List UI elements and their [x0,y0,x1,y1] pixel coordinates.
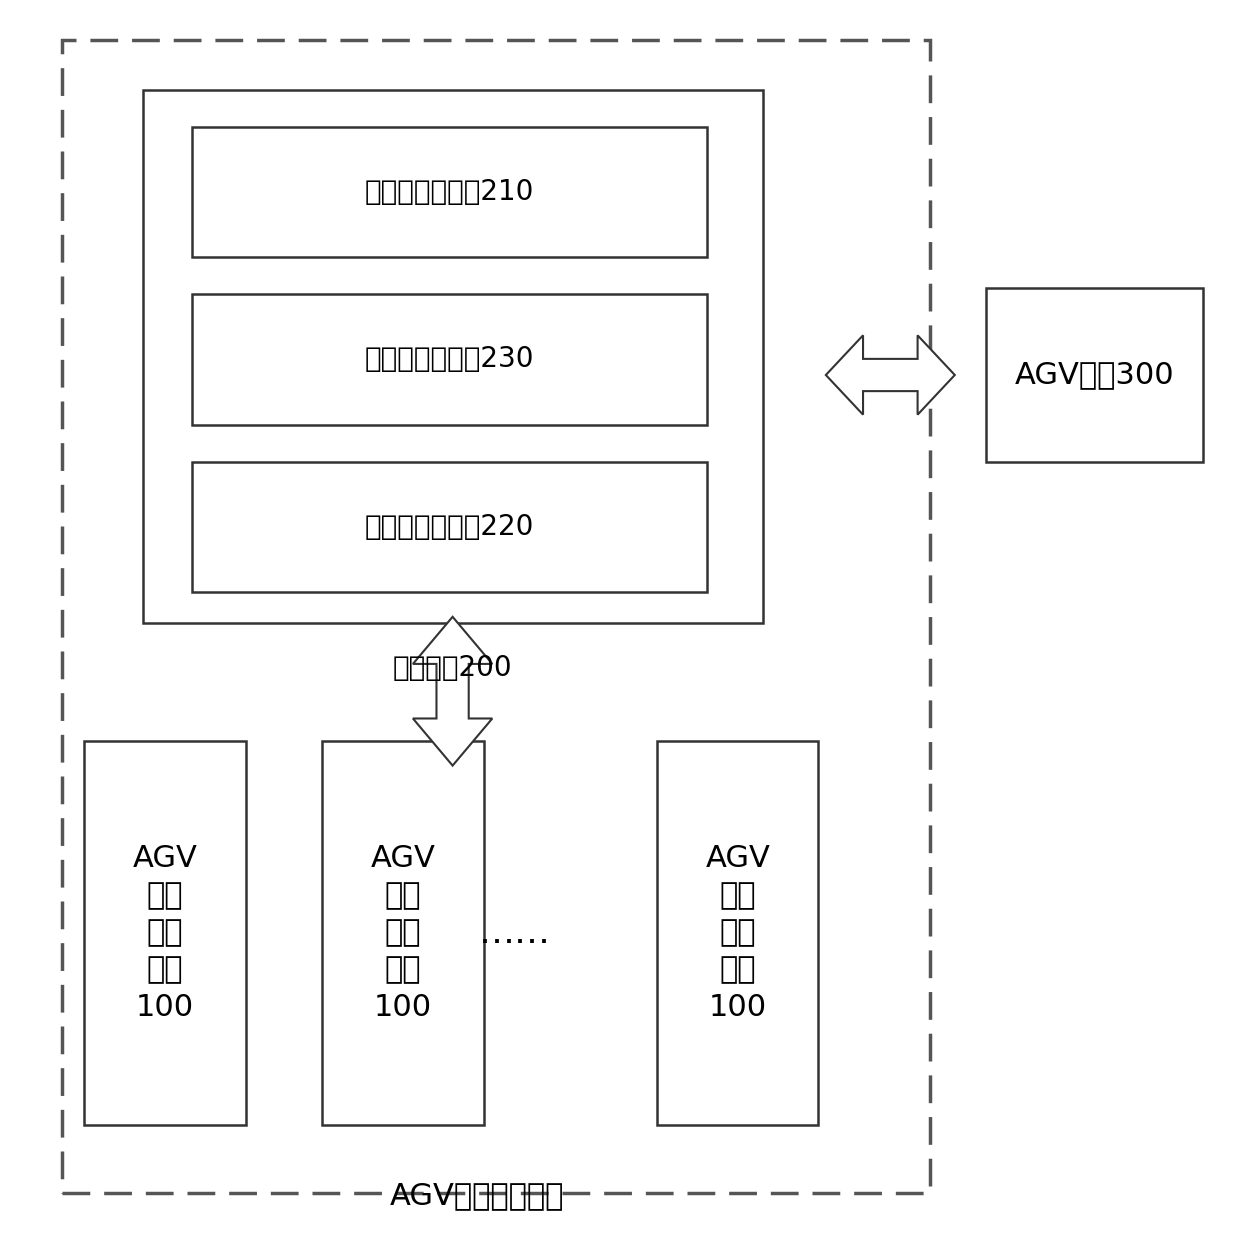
FancyBboxPatch shape [192,294,707,425]
Text: 第一通信子模块210: 第一通信子模块210 [365,178,534,206]
FancyBboxPatch shape [192,462,707,592]
Polygon shape [413,617,492,765]
Polygon shape [826,335,955,415]
FancyBboxPatch shape [322,741,484,1125]
Text: 第二通信子模块220: 第二通信子模块220 [365,513,534,541]
Text: AGV小车300: AGV小车300 [1014,360,1174,390]
Text: AGV
自动
充电
装置
100: AGV 自动 充电 装置 100 [133,845,197,1022]
Text: AGV
自动
充电
装置
100: AGV 自动 充电 装置 100 [371,845,435,1022]
Text: ……: …… [479,916,551,949]
FancyBboxPatch shape [143,90,763,623]
Text: AGV
自动
充电
装置
100: AGV 自动 充电 装置 100 [706,845,770,1022]
Text: 调度系统200: 调度系统200 [393,654,512,682]
Text: AGV自动充电系统: AGV自动充电系统 [391,1181,564,1210]
Text: 调度控制子模块230: 调度控制子模块230 [365,345,534,374]
FancyBboxPatch shape [84,741,246,1125]
FancyBboxPatch shape [192,127,707,257]
FancyBboxPatch shape [986,288,1203,462]
FancyBboxPatch shape [657,741,818,1125]
